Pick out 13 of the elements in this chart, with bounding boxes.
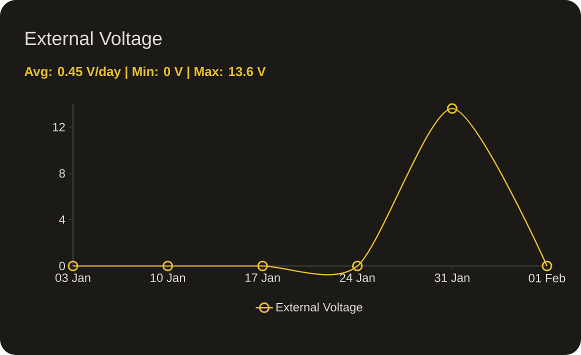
y-tick-label: 0	[59, 262, 66, 270]
x-tick-label: 01 Feb	[528, 274, 566, 282]
x-tick-label: 31 Jan	[434, 274, 470, 282]
x-tick-label: 03 Jan	[55, 274, 90, 282]
x-tick-label: 17 Jan	[246, 274, 280, 282]
chart-title: External Voltage	[26, 31, 162, 49]
legend-label: External Voltage	[276, 302, 362, 314]
x-tick-label: 24 Jan	[340, 274, 375, 282]
chart-subtitle: Avg: 0.45 V/day | Min: 0 V | Max: 13.6 V	[24, 66, 266, 79]
x-tick-label: 10 Jan	[150, 274, 186, 282]
y-tick-label: 8	[59, 169, 65, 178]
y-tick-label: 12	[53, 122, 65, 132]
y-tick-label: 4	[59, 216, 66, 224]
